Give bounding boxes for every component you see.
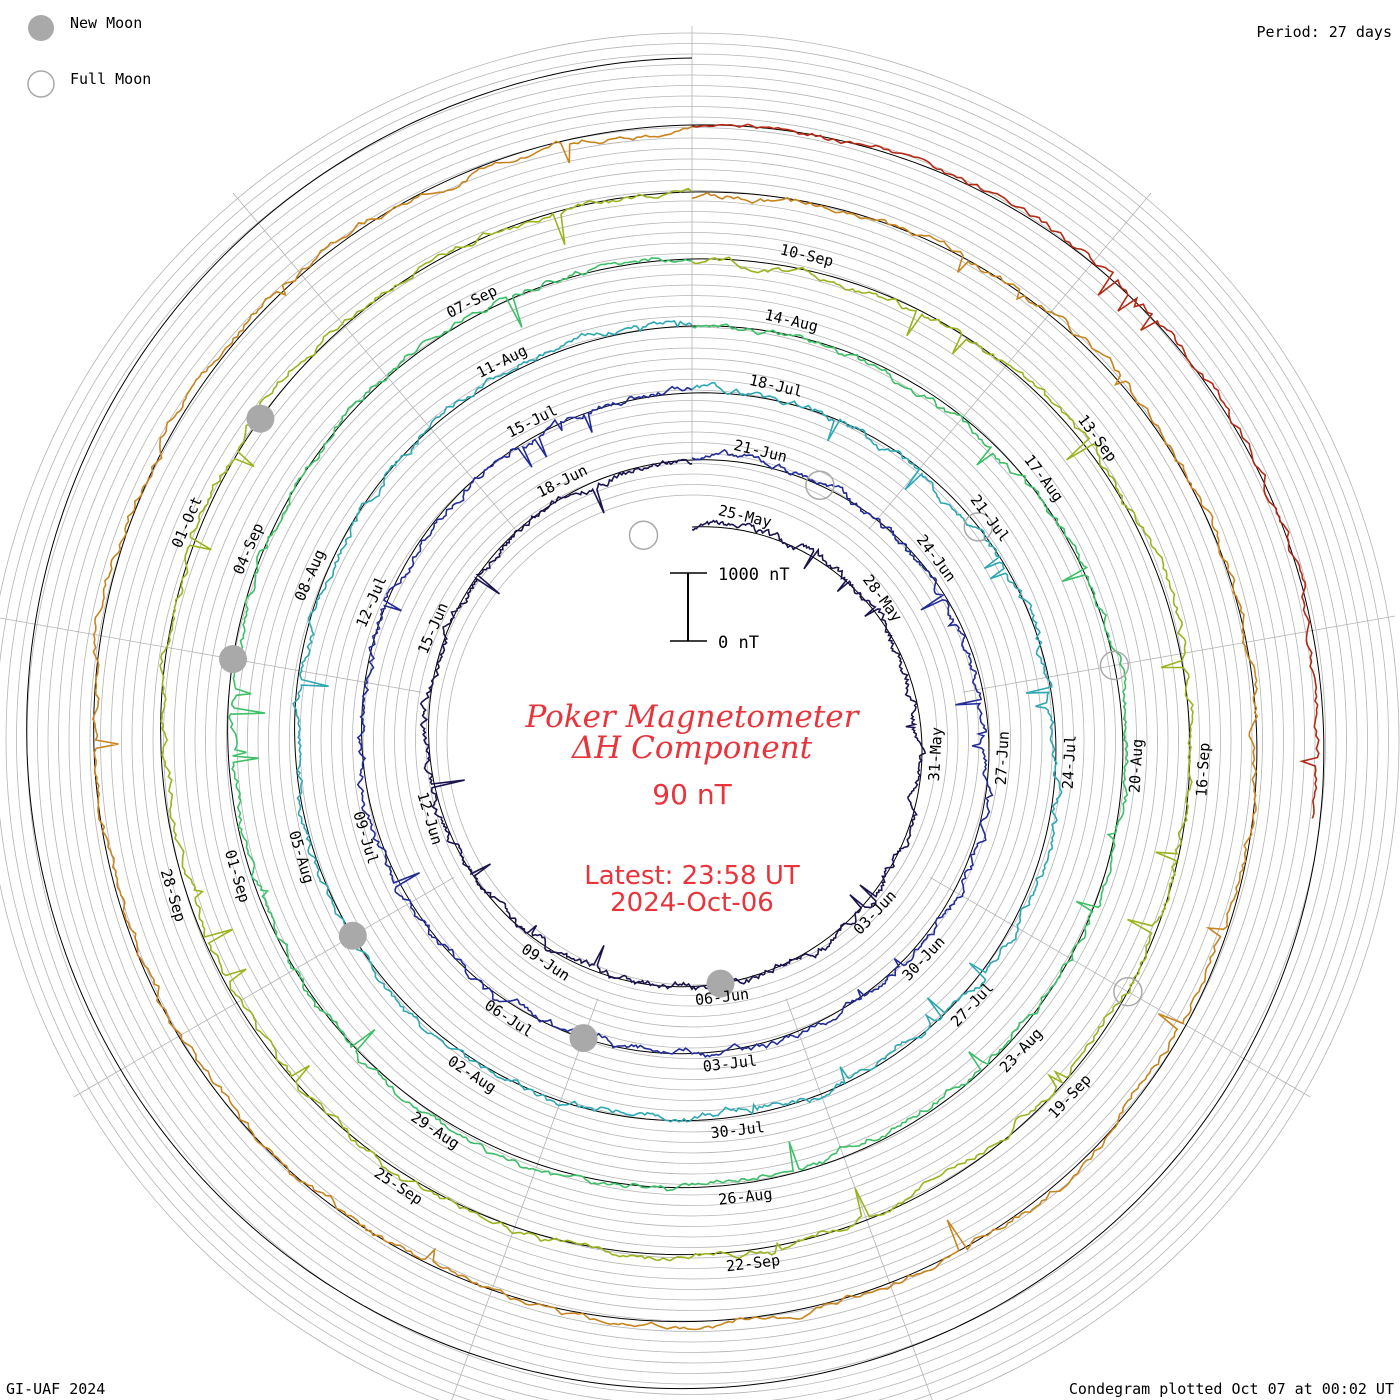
tick-label: 18-Jun	[534, 461, 590, 501]
tick-label: 26-Aug	[717, 1185, 773, 1209]
tick-label: 06-Jun	[694, 985, 750, 1009]
tick-label: 30-Jul	[710, 1118, 766, 1142]
latest-date: 2024-Oct-06	[610, 888, 774, 918]
reference-spiral	[93, 124, 1258, 1323]
grid-spoke	[929, 877, 1311, 1098]
grid-ring	[436, 484, 948, 996]
footer-credit: GI-UAF 2024	[6, 1380, 105, 1398]
grid-rings	[0, 32, 1400, 1400]
tick-label: 09-Jul	[349, 809, 382, 866]
grid-spoke	[73, 877, 455, 1098]
tick-label: 15-Jul	[504, 401, 560, 441]
trace-rotation-4	[228, 257, 1129, 1192]
tick-label: 08-Aug	[291, 547, 329, 604]
legend-full-moon-label: Full Moon	[70, 70, 151, 88]
tick-label: 24-Jul	[1059, 734, 1080, 789]
grid-spoke	[0, 617, 422, 693]
tick-label: 27-Jun	[992, 731, 1013, 786]
tick-label: 20-Aug	[1126, 738, 1147, 793]
title-block: Poker Magnetometer ΔH Component 90 nT La…	[525, 699, 861, 918]
tick-label: 22-Sep	[725, 1251, 781, 1275]
grid-spoke	[785, 998, 933, 1400]
tick-label: 17-Aug	[1020, 451, 1067, 505]
full-moon-marker	[1113, 976, 1143, 1007]
new-moon-marker	[706, 969, 735, 998]
legend: New Moon Full Moon	[27, 14, 151, 98]
new-moon-marker	[338, 921, 367, 950]
trace-rotation-3	[292, 320, 1063, 1123]
full-moon-marker	[805, 470, 835, 501]
trace-rotation-2	[356, 385, 994, 1058]
tick-label: 15-Jun	[414, 600, 452, 657]
period-label: Period: 27 days	[1257, 23, 1392, 41]
latest-time: Latest: 23:58 UT	[584, 861, 800, 891]
new-moon-marker	[246, 404, 275, 433]
grid-spokes	[0, 26, 1396, 1400]
new-moon-icon	[28, 15, 54, 41]
data-traces	[92, 123, 1320, 1331]
title-line1: Poker Magnetometer	[525, 699, 861, 735]
scale-bar: 1000 nT 0 nT	[670, 565, 790, 653]
new-moon-marker	[569, 1024, 598, 1053]
legend-new-moon-label: New Moon	[70, 14, 142, 32]
grid-spoke	[451, 998, 599, 1400]
tick-label: 07-Sep	[444, 281, 500, 321]
baseline-value: 90 nT	[652, 778, 732, 811]
scale-top-label: 1000 nT	[718, 565, 790, 585]
footer-plot-time: Condegram plotted Oct 07 at 00:02 UT	[1069, 1380, 1394, 1398]
full-moon-icon	[27, 70, 55, 98]
trace-rotation-5	[159, 187, 1194, 1262]
reference-spiral	[294, 325, 1057, 1122]
moon-markers	[219, 404, 1143, 1053]
tick-label: 28-Sep	[157, 867, 190, 924]
full-moon-marker	[628, 520, 659, 550]
trace-rotation-6	[92, 125, 1259, 1331]
tick-label: 31-May	[925, 727, 946, 782]
scale-bottom-label: 0 nT	[718, 633, 759, 653]
title-line2: ΔH Component	[571, 730, 813, 766]
full-moon-marker	[963, 512, 994, 542]
tick-label: 04-Sep	[229, 520, 267, 577]
grid-ring	[425, 473, 959, 1007]
tick-label: 27-Jul	[947, 979, 997, 1031]
tick-label: 16-Sep	[1192, 742, 1213, 797]
tick-label: 01-Sep	[221, 848, 254, 905]
trace-rotation-7	[691, 123, 1320, 819]
grid-spoke	[962, 615, 1396, 693]
tick-label: 13-Sep	[1074, 411, 1121, 465]
new-moon-marker	[219, 645, 247, 674]
full-moon-marker	[1099, 650, 1130, 681]
trace-rotation-1	[419, 458, 927, 991]
grid-spoke	[232, 192, 516, 530]
reference-spiral	[26, 57, 1325, 1390]
grid-ring	[446, 494, 938, 986]
